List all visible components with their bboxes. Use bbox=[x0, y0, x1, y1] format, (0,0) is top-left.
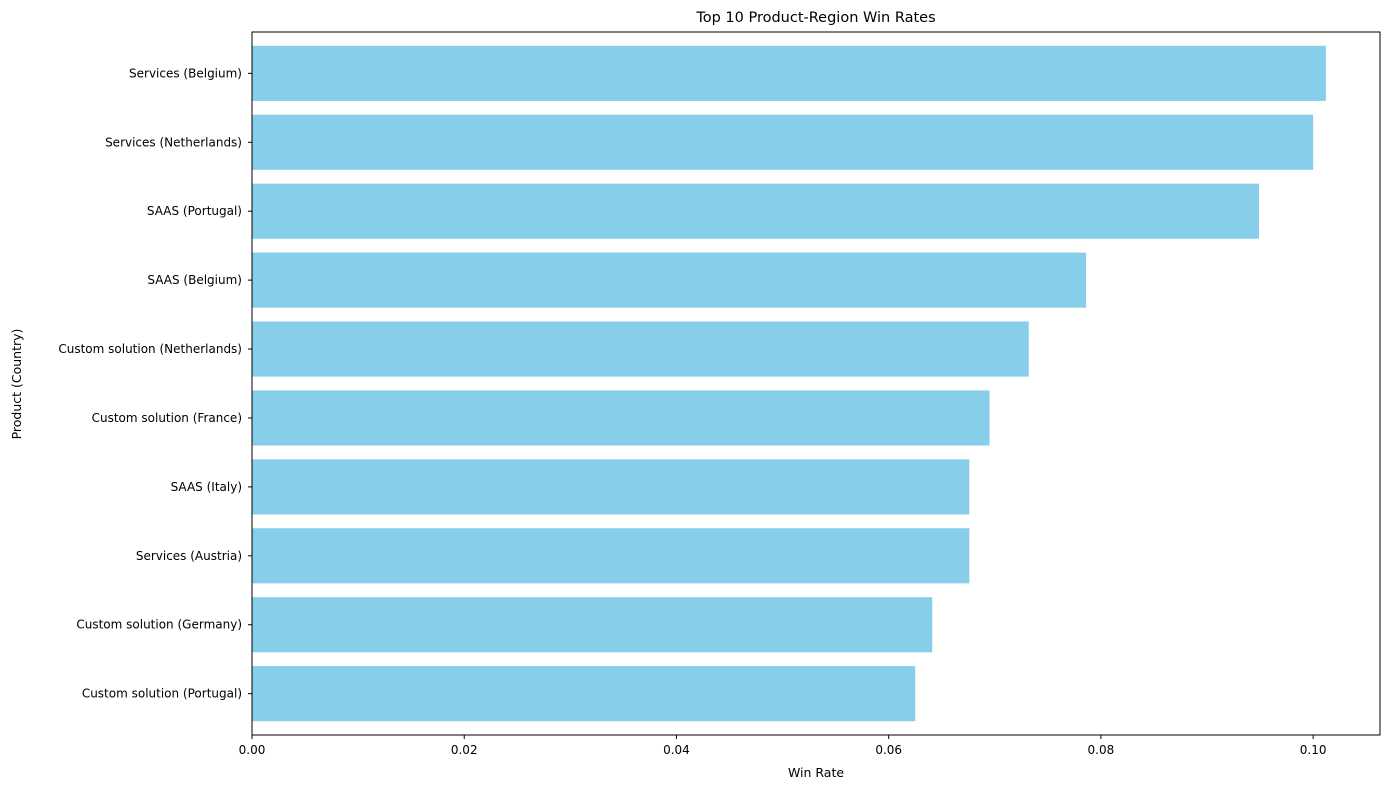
bars-group bbox=[252, 45, 1326, 722]
y-axis-ticks: Services (Belgium) Services (Netherlands)… bbox=[58, 66, 252, 701]
bar bbox=[252, 183, 1260, 239]
x-tick-label: 0.04 bbox=[663, 743, 690, 757]
chart-title: Top 10 Product-Region Win Rates bbox=[695, 10, 935, 26]
y-tick-label: Custom solution (France) bbox=[92, 411, 242, 425]
x-axis-label: Win Rate bbox=[788, 765, 844, 780]
y-tick-label: Custom solution (Germany) bbox=[76, 618, 242, 632]
y-tick-label: Services (Belgium) bbox=[129, 66, 242, 80]
y-tick-label: Services (Netherlands) bbox=[105, 135, 242, 149]
bar bbox=[252, 528, 970, 584]
x-tick-label: 0.00 bbox=[239, 743, 266, 757]
bar bbox=[252, 666, 916, 722]
bar bbox=[252, 45, 1326, 101]
plot-frame bbox=[251, 31, 1381, 736]
bar bbox=[252, 459, 970, 515]
y-tick-label: SAAS (Italy) bbox=[171, 480, 242, 494]
bar bbox=[252, 597, 933, 653]
bar bbox=[252, 321, 1029, 377]
x-tick-label: 0.06 bbox=[875, 743, 902, 757]
bar bbox=[252, 252, 1087, 308]
bar bbox=[252, 390, 990, 446]
y-tick-label: Custom solution (Portugal) bbox=[82, 687, 242, 701]
y-tick-label: SAAS (Belgium) bbox=[147, 273, 242, 287]
x-tick-label: 0.08 bbox=[1088, 743, 1115, 757]
x-tick-label: 0.10 bbox=[1300, 743, 1327, 757]
x-axis-ticks: 0.00 0.02 0.04 0.06 0.08 0.10 bbox=[239, 735, 1327, 757]
y-tick-label: Services (Austria) bbox=[136, 549, 242, 563]
y-axis-label: Product (Country) bbox=[9, 329, 24, 440]
y-tick-label: SAAS (Portugal) bbox=[147, 204, 242, 218]
y-tick-label: Custom solution (Netherlands) bbox=[58, 342, 242, 356]
bar bbox=[252, 114, 1314, 170]
x-tick-label: 0.02 bbox=[451, 743, 478, 757]
